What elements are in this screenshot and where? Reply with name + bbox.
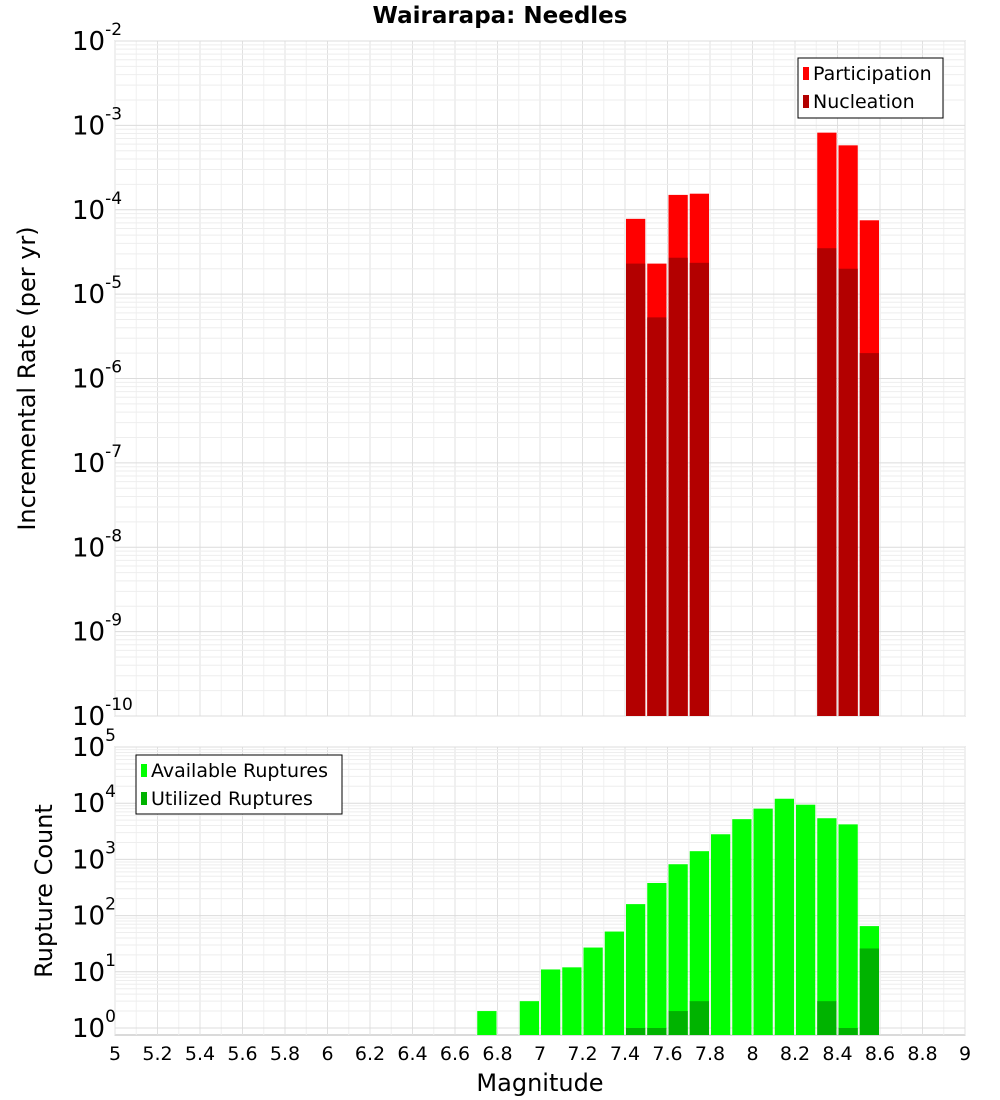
count-bar-a — [817, 818, 837, 1035]
y-tick-label: 10-10 — [72, 695, 133, 732]
rate-bar-b — [626, 263, 646, 716]
x-tick-label: 8.8 — [907, 1043, 937, 1065]
x-tick-label: 7 — [534, 1043, 546, 1065]
count-bars — [477, 798, 879, 1035]
rate-bar-b — [689, 262, 709, 716]
rate-legend-swatch — [803, 95, 809, 108]
count-bar-a — [477, 1011, 497, 1035]
x-tick-label: 8 — [746, 1043, 758, 1065]
count-bar-b — [647, 1027, 667, 1035]
rate-panel: 10-10 10-9 10-8 10-7 10-6 10-5 10-4 10-3 10-2 In… — [13, 20, 966, 732]
rate-bar-b — [859, 353, 879, 716]
x-tick-label: 5.4 — [185, 1043, 215, 1065]
rate-bar-b — [817, 248, 837, 717]
count-y-ticks: 100 101 102 103 104 105 — [72, 726, 116, 1044]
count-bar-a — [689, 851, 709, 1035]
y-tick-label: 10-5 — [72, 273, 122, 310]
count-bar-b — [817, 1001, 837, 1035]
count-y-axis-label: Rupture Count — [30, 804, 58, 978]
count-bar-a — [838, 824, 858, 1035]
x-tick-label: 8.4 — [822, 1043, 852, 1065]
y-tick-label: 104 — [72, 782, 116, 819]
y-tick-label: 102 — [72, 895, 116, 932]
rate-legend-box — [797, 57, 944, 119]
rate-legend-label: Nucleation — [813, 91, 915, 113]
rate-y-ticks: 10-10 10-9 10-8 10-7 10-6 10-5 10-4 10-3 10-2 — [72, 20, 133, 732]
x-tick-label: 5.8 — [270, 1043, 300, 1065]
y-tick-label: 10-8 — [72, 526, 122, 563]
y-tick-label: 100 — [72, 1007, 116, 1044]
count-legend-swatch — [141, 792, 147, 805]
x-tick-label: 5.6 — [227, 1043, 257, 1065]
y-tick-label: 10-3 — [72, 104, 122, 141]
count-bar-a — [711, 834, 731, 1035]
rate-legend-label: Participation — [813, 63, 932, 85]
count-bar-a — [647, 883, 667, 1035]
count-bar-a — [732, 819, 752, 1035]
x-tick-label: 7.6 — [652, 1043, 682, 1065]
count-legend-label: Utilized Ruptures — [151, 788, 313, 810]
x-tick-label: 7.8 — [695, 1043, 725, 1065]
count-bar-b — [838, 1027, 858, 1035]
count-bar-a — [541, 969, 561, 1035]
y-tick-label: 10-6 — [72, 358, 122, 395]
count-legend: Available Ruptures Utilized Ruptures — [135, 754, 343, 815]
count-legend-box — [135, 754, 343, 815]
count-bar-a — [668, 864, 688, 1035]
rate-bar-b — [838, 268, 858, 716]
count-bar-a — [583, 947, 603, 1035]
count-bar-a — [519, 1001, 539, 1035]
count-bar-a — [604, 931, 624, 1035]
count-bar-b — [668, 1011, 688, 1035]
x-axis-label: Magnitude — [476, 1069, 603, 1097]
count-panel: 100 101 102 103 104 105 Rupture Count Availab… — [30, 726, 966, 1044]
rate-gridlines — [114, 40, 966, 717]
x-axis-ticks: 5 5.2 5.4 5.6 5.8 6 6.2 6.4 6.6 6.8 7 7.2 7.4 7.6 7.8 8… — [109, 1043, 971, 1065]
y-tick-label: 103 — [72, 838, 116, 875]
y-tick-label: 101 — [72, 951, 116, 988]
x-tick-label: 6.8 — [482, 1043, 512, 1065]
count-bar-b — [689, 1001, 709, 1035]
count-legend-swatch — [141, 764, 147, 777]
y-tick-label: 10-4 — [72, 189, 122, 226]
rate-y-axis-label: Incremental Rate (per yr) — [13, 226, 41, 530]
rate-bar-b — [647, 317, 667, 716]
x-tick-label: 5 — [109, 1043, 121, 1065]
x-tick-label: 9 — [959, 1043, 971, 1065]
count-bar-a — [774, 798, 794, 1035]
x-tick-label: 8.2 — [780, 1043, 810, 1065]
rate-legend-swatch — [803, 67, 809, 80]
count-bar-a — [626, 904, 646, 1035]
x-tick-label: 6.2 — [355, 1043, 385, 1065]
x-tick-label: 7.2 — [567, 1043, 597, 1065]
count-bar-b — [626, 1027, 646, 1035]
chart-title: Wairarapa: Needles — [373, 3, 628, 29]
x-tick-label: 8.6 — [865, 1043, 895, 1065]
count-legend-label: Available Ruptures — [151, 760, 328, 782]
x-tick-label: 6.4 — [397, 1043, 427, 1065]
y-tick-label: 10-9 — [72, 611, 122, 648]
x-tick-label: 7.4 — [610, 1043, 640, 1065]
rate-bars — [626, 132, 879, 717]
count-bar-a — [796, 804, 816, 1035]
y-tick-label: 10-2 — [72, 20, 122, 57]
x-tick-label: 6 — [321, 1043, 333, 1065]
rate-bar-b — [668, 257, 688, 716]
x-tick-label: 6.6 — [440, 1043, 470, 1065]
count-bar-a — [753, 808, 773, 1035]
count-bar-b — [859, 948, 879, 1035]
x-tick-label: 5.2 — [142, 1043, 172, 1065]
count-bar-a — [562, 967, 582, 1035]
rate-legend: Participation Nucleation — [797, 57, 944, 119]
y-tick-label: 105 — [72, 726, 116, 763]
y-tick-label: 10-7 — [72, 442, 122, 479]
